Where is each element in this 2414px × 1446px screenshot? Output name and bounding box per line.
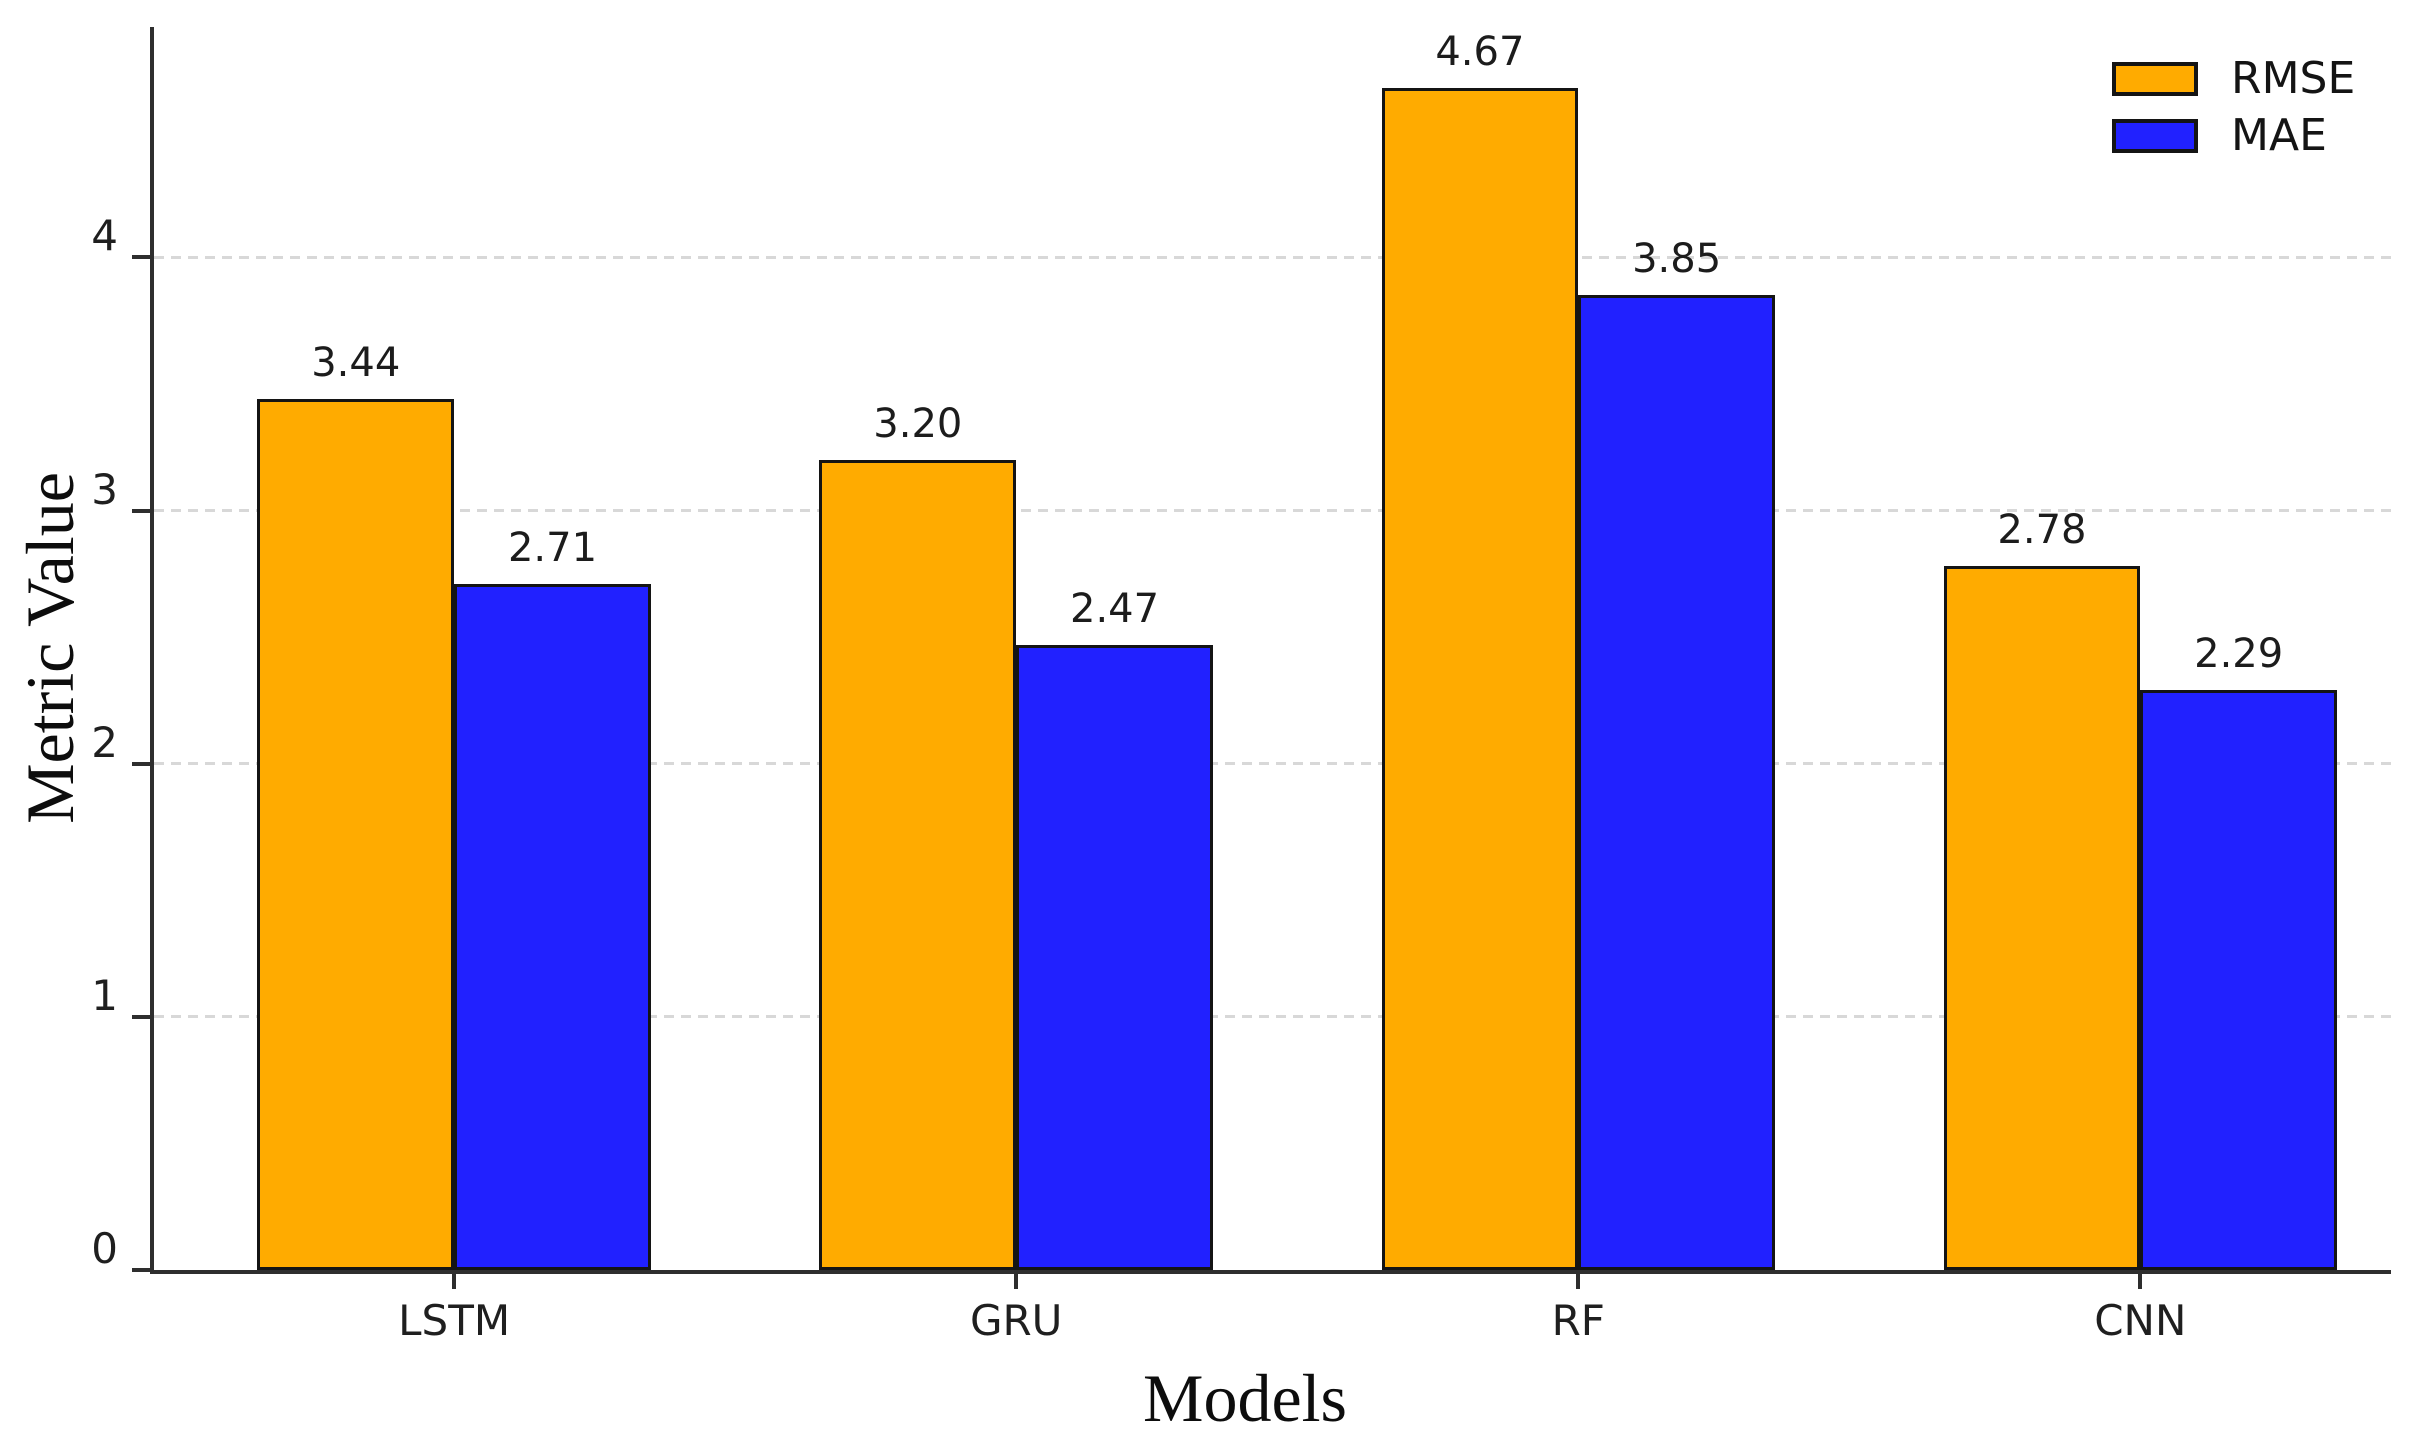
bar-mae-gru [1016, 644, 1213, 1270]
legend-swatch-rmse [2112, 61, 2198, 96]
y-tick-mark-3 [132, 508, 150, 513]
x-tick-mark-gru [1014, 1274, 1019, 1289]
bar-mae-lstm [454, 583, 651, 1270]
value-label-rmse-lstm: 3.44 [311, 340, 401, 387]
value-label-rmse-rf: 4.67 [1435, 28, 1525, 75]
value-label-mae-cnn: 2.29 [2194, 631, 2284, 678]
y-tick-label-3: 3 [91, 464, 118, 514]
plot-area: 0 1 2 3 4 LSTM GRU RF CNN 3.44 3.20 4.67 2.78 2.71 2.4… [91, 27, 2391, 1342]
gridline-y-3 [154, 509, 2391, 513]
x-tick-mark-cnn [2138, 1274, 2143, 1289]
value-label-mae-rf: 3.85 [1632, 236, 1722, 283]
x-tick-label-lstm: LSTM [398, 1296, 511, 1345]
legend-label-mae: MAE [2231, 109, 2327, 161]
value-label-mae-lstm: 2.71 [507, 524, 598, 571]
value-label-mae-gru: 2.47 [1070, 585, 1160, 632]
bar-rmse-rf [1381, 87, 1579, 1270]
value-label-rmse-cnn: 2.78 [1997, 507, 2087, 554]
y-tick-mark-1 [132, 1014, 150, 1019]
y-tick-mark-4 [132, 255, 150, 260]
legend-item-rmse: RMSE [2112, 50, 2355, 107]
y-axis-title: Metric Value [12, 472, 88, 824]
gridline-y-4 [154, 255, 2391, 259]
x-tick-label-rf: RF [1551, 1296, 1605, 1345]
x-tick-mark-rf [1576, 1274, 1581, 1289]
legend-label-rmse: RMSE [2231, 52, 2356, 104]
legend-item-mae: MAE [2112, 107, 2355, 164]
x-tick-mark-lstm [452, 1274, 457, 1289]
y-tick-label-0: 0 [91, 1224, 118, 1273]
x-tick-label-gru: GRU [969, 1296, 1063, 1345]
bar-rmse-gru [819, 459, 1017, 1270]
bar-mae-cnn [2140, 690, 2338, 1270]
x-tick-label-cnn: CNN [2094, 1296, 2187, 1345]
gridline-y-2 [154, 762, 2391, 766]
y-tick-label-2: 2 [91, 717, 118, 767]
legend: RMSE MAE [2112, 50, 2355, 164]
bar-mae-rf [1578, 295, 1775, 1270]
x-axis-title: Models [1143, 1360, 1347, 1436]
y-tick-label-4: 4 [91, 211, 118, 261]
bar-rmse-cnn [1943, 566, 2141, 1270]
bar-rmse-lstm [257, 399, 455, 1270]
y-tick-mark-0 [132, 1268, 150, 1272]
y-tick-label-1: 1 [91, 970, 118, 1020]
y-tick-mark-2 [132, 761, 150, 766]
value-label-rmse-gru: 3.20 [873, 400, 963, 447]
gridline-y-1 [154, 1015, 2391, 1019]
legend-swatch-mae [2112, 118, 2198, 153]
